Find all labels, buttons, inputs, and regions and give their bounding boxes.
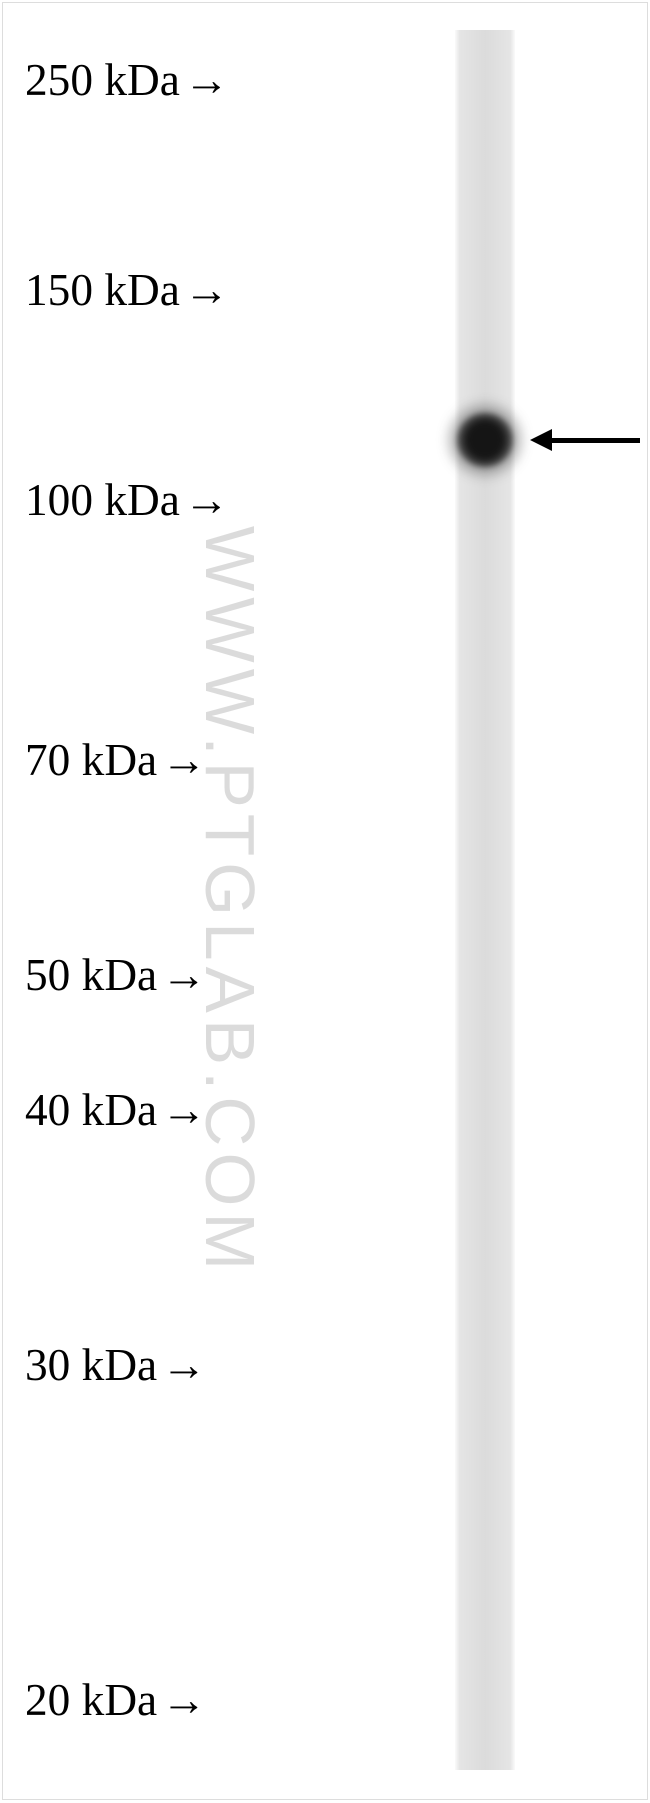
ladder-label: 100 kDa→ — [25, 474, 229, 526]
ladder-arrow-icon: → — [184, 54, 229, 106]
ladder-label: 50 kDa→ — [25, 949, 207, 1001]
watermark-text: WWW.PTGLAB.COM — [190, 526, 270, 1276]
ladder-label-text: 70 kDa — [25, 734, 157, 786]
ladder-label-text: 150 kDa — [25, 264, 180, 316]
blot-band — [457, 413, 513, 467]
ladder-label-text: 20 kDa — [25, 1674, 157, 1726]
band-arrow-line — [552, 438, 640, 443]
ladder-arrow-icon: → — [184, 264, 229, 316]
ladder-arrow-icon: → — [161, 949, 206, 1001]
ladder-label: 30 kDa→ — [25, 1339, 207, 1391]
band-arrow-icon — [530, 429, 640, 451]
ladder-label: 70 kDa→ — [25, 734, 207, 786]
ladder-label-text: 40 kDa — [25, 1084, 157, 1136]
ladder-label-text: 250 kDa — [25, 54, 180, 106]
ladder-label: 20 kDa→ — [25, 1674, 207, 1726]
western-blot-figure: WWW.PTGLAB.COM 250 kDa→150 kDa→100 kDa→7… — [0, 0, 650, 1803]
ladder-label: 40 kDa→ — [25, 1084, 207, 1136]
ladder-label-text: 50 kDa — [25, 949, 157, 1001]
band-arrow-head-icon — [530, 429, 552, 451]
ladder-arrow-icon: → — [161, 1339, 206, 1391]
ladder-arrow-icon: → — [161, 734, 206, 786]
ladder-label: 150 kDa→ — [25, 264, 229, 316]
ladder-arrow-icon: → — [161, 1084, 206, 1136]
ladder-arrow-icon: → — [184, 474, 229, 526]
ladder-arrow-icon: → — [161, 1674, 206, 1726]
ladder-label-text: 100 kDa — [25, 474, 180, 526]
blot-lane — [455, 30, 515, 1770]
ladder-label: 250 kDa→ — [25, 54, 229, 106]
ladder-label-text: 30 kDa — [25, 1339, 157, 1391]
